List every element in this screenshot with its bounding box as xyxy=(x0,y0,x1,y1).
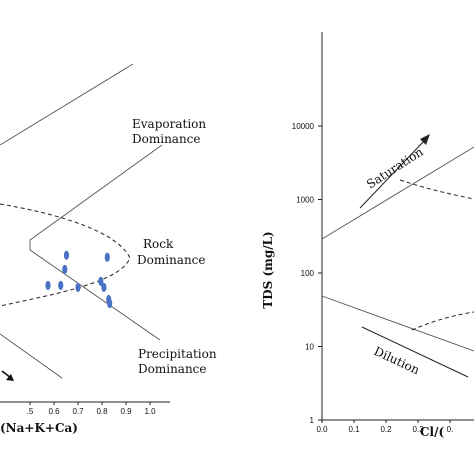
right-x-tick-label: 0.3 xyxy=(412,425,424,434)
left-x-axis-label: (Na+K+Ca) xyxy=(0,421,78,435)
right-y-ticks: 10000 1000 100 10 1 xyxy=(292,122,322,425)
precipitation-label-1: Precipitation xyxy=(138,347,217,361)
right-y-tick-label: 1 xyxy=(310,416,315,425)
data-point xyxy=(45,280,51,291)
left-x-ticks: .5 0.6 0.7 0.8 0.9 1.0 xyxy=(27,402,156,416)
left-chart: .5 0.6 0.7 0.8 0.9 1.0 Evaporation Dominance … xyxy=(0,63,217,435)
right-y-tick-label: 10000 xyxy=(292,122,315,131)
rock-label-2: Dominance xyxy=(137,253,206,267)
data-point xyxy=(98,276,104,286)
rock-label-1: Rock xyxy=(143,237,174,251)
right-y-axis-label: TDS (mg/L) xyxy=(261,231,275,308)
right-x-tick-label: 0.1 xyxy=(348,425,360,434)
evaporation-label-1: Evaporation xyxy=(132,117,206,131)
data-point xyxy=(58,280,64,291)
right-x-ticks: 0.0 0.1 0.2 0.3 0. xyxy=(316,420,453,434)
data-point xyxy=(75,282,81,293)
upper-dashed-curve xyxy=(399,179,474,200)
lower-dashed-curve xyxy=(411,311,474,331)
upper-evaporation-line xyxy=(0,63,134,146)
right-x-tick-label: 0.0 xyxy=(316,425,328,434)
lower-precipitation-line xyxy=(0,333,63,379)
data-point xyxy=(63,250,70,260)
left-x-tick-label: 0.8 xyxy=(96,407,108,416)
left-points xyxy=(45,250,113,309)
right-x-tick-label: 0. xyxy=(447,425,454,434)
left-x-tick-label: 0.7 xyxy=(72,407,84,416)
right-y-tick-label: 100 xyxy=(301,269,315,278)
dilution-arrow xyxy=(361,326,469,378)
data-point xyxy=(107,298,113,309)
left-x-tick-label: 1.0 xyxy=(144,407,156,416)
upper-saturation-line xyxy=(321,146,474,240)
data-point xyxy=(62,264,68,274)
rock-boundary-line xyxy=(29,144,163,341)
saturation-arrow-head xyxy=(420,134,430,145)
right-y-tick-label: 10 xyxy=(305,343,314,352)
left-arrow-head xyxy=(6,374,14,381)
left-x-tick-label: 0.9 xyxy=(120,407,132,416)
data-point xyxy=(104,252,110,262)
right-y-tick-label: 1000 xyxy=(296,196,314,205)
right-x-axis-label: Cl/( xyxy=(420,425,444,439)
lower-dilution-line xyxy=(321,295,474,352)
dilution-label: Dilution xyxy=(372,344,422,377)
data-point xyxy=(101,282,107,293)
left-x-tick-label: .5 xyxy=(27,407,34,416)
right-x-tick-label: 0.2 xyxy=(380,425,392,434)
right-chart: 10000 1000 100 10 1 0.0 0.1 0.2 0.3 0. TDS (mg/L… xyxy=(261,32,474,439)
evaporation-label-2: Dominance xyxy=(132,132,201,146)
left-x-tick-label: 0.6 xyxy=(48,407,60,416)
saturation-label: Saturation xyxy=(364,145,426,192)
precipitation-label-2: Dominance xyxy=(138,362,207,376)
saturation-arrow xyxy=(359,139,426,209)
